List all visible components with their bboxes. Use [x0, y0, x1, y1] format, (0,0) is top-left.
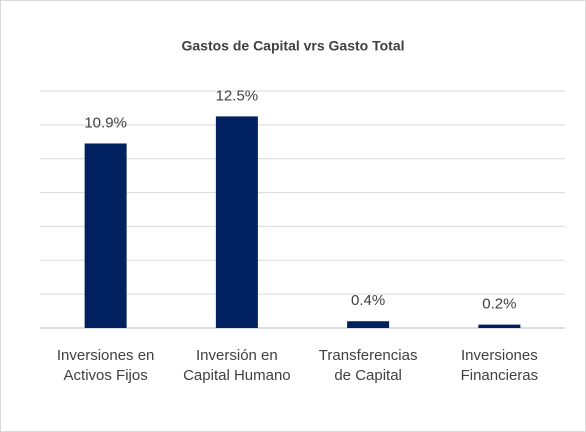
- data-label: 10.9%: [84, 114, 127, 131]
- data-label: 0.2%: [482, 296, 516, 313]
- data-label: 12.5%: [216, 87, 259, 104]
- x-tick-label: Inversión en Capital Humano: [183, 347, 291, 384]
- x-tick-label: Inversiones en Activos Fijos: [56, 347, 155, 384]
- bar: [347, 321, 390, 328]
- bar: [215, 116, 258, 329]
- x-tick-label: Inversiones Financieras: [460, 347, 539, 384]
- bar: [478, 324, 521, 328]
- chart-title: Gastos de Capital vrs Gasto Total: [181, 38, 404, 54]
- x-tick-label: Transferencias de Capital: [318, 347, 418, 384]
- bar: [84, 143, 127, 328]
- data-label: 0.4%: [351, 292, 385, 309]
